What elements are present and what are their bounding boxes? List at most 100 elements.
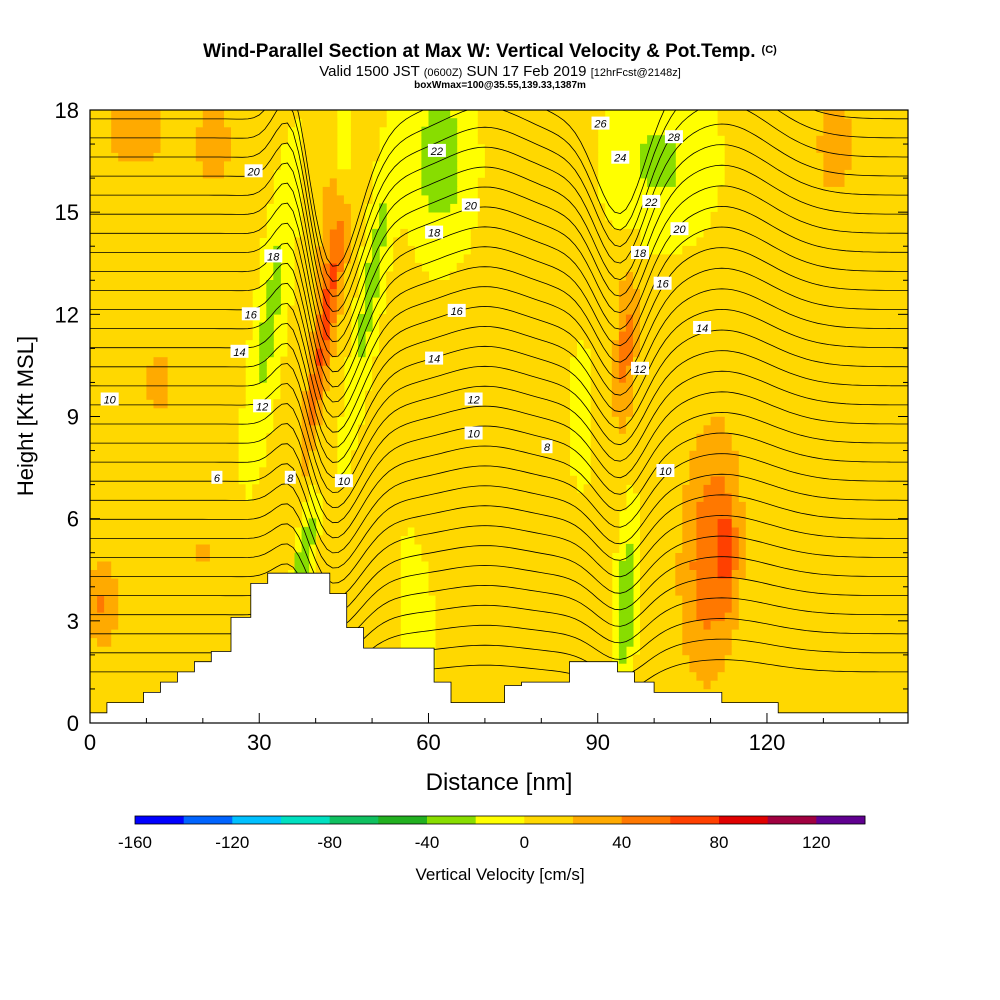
colorbar-swatch bbox=[378, 816, 428, 824]
velocity-cell bbox=[90, 186, 274, 196]
velocity-cell bbox=[682, 501, 697, 511]
velocity-cell bbox=[724, 416, 908, 426]
velocity-cell bbox=[266, 297, 281, 307]
velocity-cell bbox=[308, 416, 317, 426]
velocity-cell bbox=[816, 143, 853, 153]
velocity-cell bbox=[675, 586, 697, 596]
velocity-cell bbox=[329, 271, 338, 281]
velocity-cell bbox=[336, 271, 345, 281]
velocity-cell bbox=[308, 365, 317, 375]
theta-contour bbox=[90, 123, 908, 312]
velocity-cell bbox=[336, 322, 352, 332]
velocity-cell bbox=[640, 535, 683, 545]
y-axis: 0 3 6 9 12 15 18 bbox=[55, 98, 908, 736]
velocity-cell bbox=[372, 382, 570, 392]
contour-label: 16 bbox=[241, 307, 260, 321]
velocity-cell bbox=[696, 603, 733, 613]
velocity-cell bbox=[590, 450, 690, 460]
velocity-cell bbox=[379, 348, 577, 358]
velocity-cell bbox=[287, 331, 310, 341]
contour-label-bg bbox=[425, 225, 444, 239]
velocity-cell bbox=[640, 305, 908, 315]
theta-contour bbox=[90, 535, 908, 614]
velocity-cell bbox=[710, 416, 726, 426]
velocity-cell bbox=[266, 458, 303, 468]
contour-label-bg bbox=[631, 246, 649, 259]
velocity-cell bbox=[435, 646, 613, 656]
velocity-cell bbox=[618, 416, 627, 426]
velocity-cell bbox=[724, 484, 740, 494]
contour-label-text: 20 bbox=[464, 200, 478, 212]
velocity-cell bbox=[90, 637, 98, 647]
velocity-cell bbox=[259, 331, 274, 341]
velocity-cell bbox=[851, 126, 908, 136]
theta-contour bbox=[90, 110, 908, 297]
velocity-cell bbox=[322, 271, 331, 281]
velocity-cell bbox=[689, 467, 740, 477]
y-tick-label: 3 bbox=[67, 609, 79, 634]
velocity-cell bbox=[224, 118, 295, 128]
colorbar-swatch bbox=[329, 816, 379, 824]
velocity-cell bbox=[90, 416, 239, 426]
velocity-cell bbox=[350, 245, 359, 255]
colorbar-swatch bbox=[183, 816, 233, 824]
velocity-cell bbox=[696, 501, 733, 511]
theta-contour bbox=[90, 391, 908, 509]
velocity-cell bbox=[477, 118, 599, 128]
colorbar-swatch bbox=[816, 816, 866, 824]
velocity-cell bbox=[640, 143, 676, 153]
velocity-cell bbox=[90, 620, 119, 630]
velocity-cell bbox=[308, 518, 317, 528]
velocity-cell bbox=[633, 280, 908, 290]
velocity-cell bbox=[259, 373, 267, 383]
velocity-cell bbox=[640, 297, 908, 307]
velocity-cell bbox=[682, 543, 697, 553]
velocity-cell bbox=[583, 484, 627, 494]
velocity-cell bbox=[477, 110, 606, 119]
velocity-cell bbox=[421, 126, 458, 136]
velocity-cell bbox=[308, 399, 317, 409]
velocity-cell bbox=[823, 177, 846, 187]
velocity-cell bbox=[633, 348, 641, 358]
velocity-cell bbox=[329, 305, 338, 315]
velocity-cell bbox=[731, 637, 908, 647]
y-tick-label: 6 bbox=[67, 507, 79, 532]
velocity-cell bbox=[329, 373, 345, 383]
contour-label-text: 22 bbox=[644, 197, 657, 209]
velocity-cell bbox=[294, 237, 324, 247]
velocity-cell bbox=[724, 654, 908, 664]
contour-label-text: 18 bbox=[428, 228, 441, 240]
x-tick-label: 120 bbox=[749, 730, 786, 755]
velocity-cell bbox=[343, 237, 352, 247]
velocity-cell bbox=[682, 629, 733, 639]
velocity-cell bbox=[633, 390, 908, 400]
velocity-cell bbox=[414, 535, 620, 545]
velocity-cell bbox=[625, 314, 634, 324]
velocity-cell bbox=[731, 518, 747, 528]
velocity-cell bbox=[851, 118, 908, 128]
velocity-cell bbox=[449, 271, 627, 281]
contour-label-bg bbox=[447, 303, 466, 317]
colorbar-tick-label: -160 bbox=[118, 833, 152, 852]
velocity-cell bbox=[90, 535, 295, 545]
theta-contour bbox=[90, 247, 908, 403]
velocity-cell bbox=[167, 373, 246, 383]
velocity-cell bbox=[372, 254, 380, 264]
x-tick-label: 60 bbox=[416, 730, 440, 755]
velocity-cell bbox=[294, 271, 317, 281]
velocity-cell bbox=[435, 603, 613, 613]
velocity-cell bbox=[696, 526, 719, 536]
velocity-cell bbox=[259, 339, 274, 349]
contour-label-text: 22 bbox=[430, 146, 443, 158]
velocity-cell bbox=[625, 552, 634, 562]
velocity-cell bbox=[731, 603, 740, 613]
velocity-cell bbox=[738, 552, 747, 562]
velocity-cell bbox=[301, 458, 310, 468]
velocity-cell bbox=[104, 595, 119, 605]
velocity-cell bbox=[315, 262, 324, 272]
velocity-cell bbox=[738, 620, 908, 630]
velocity-cell bbox=[724, 475, 740, 485]
y-tick-label: 0 bbox=[67, 711, 79, 736]
velocity-cell bbox=[689, 475, 712, 485]
velocity-cell bbox=[301, 220, 324, 230]
